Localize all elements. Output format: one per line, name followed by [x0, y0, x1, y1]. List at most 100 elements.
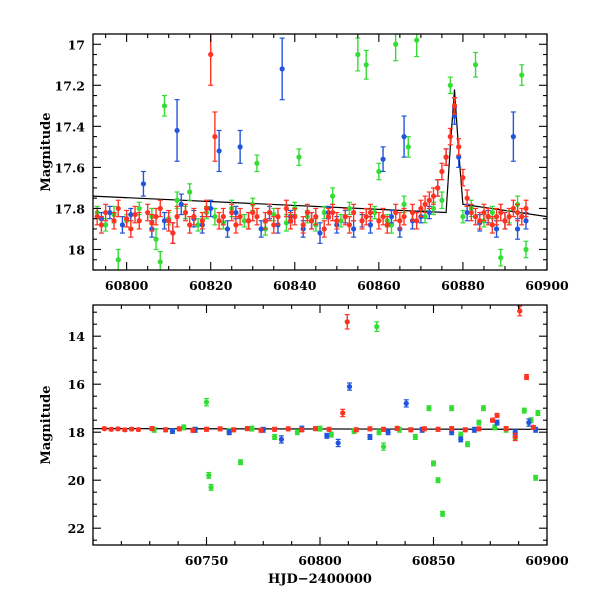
red-data-point [275, 207, 281, 226]
red-data-point [245, 211, 252, 230]
red-data-point [149, 213, 155, 232]
green-marker [472, 62, 479, 68]
red-data-point [394, 425, 400, 431]
red-marker [363, 214, 369, 220]
red-marker [212, 134, 218, 140]
green-marker [237, 459, 244, 465]
red-marker [229, 209, 235, 216]
red-marker [408, 427, 414, 433]
green-marker [412, 434, 418, 440]
red-marker [94, 214, 100, 220]
green-data-point [181, 424, 187, 431]
red-data-point [418, 199, 424, 218]
green-marker [476, 420, 482, 426]
red-marker [149, 220, 155, 226]
red-marker [124, 216, 130, 222]
x-tick-label: 60900 [525, 553, 569, 568]
red-marker [182, 209, 189, 216]
plot-frame [92, 33, 548, 271]
red-marker [321, 226, 327, 232]
red-marker [191, 214, 197, 220]
green-marker [187, 189, 193, 195]
green-data-point [489, 205, 495, 220]
red-marker [401, 214, 407, 220]
blue-marker [140, 181, 147, 187]
green-data-point [174, 191, 180, 210]
green-data-point [412, 434, 418, 440]
red-data-point [283, 199, 289, 218]
green-data-point [338, 213, 344, 228]
red-data-point [199, 211, 205, 230]
red-data-point [530, 424, 536, 430]
green-data-point [328, 431, 334, 438]
green-marker [161, 103, 168, 109]
green-marker [480, 405, 487, 411]
blue-data-point [278, 435, 285, 444]
red-data-point [262, 211, 268, 230]
green-marker [401, 201, 407, 207]
y-tick-label: 17.2 [55, 78, 85, 93]
red-data-point [166, 209, 172, 232]
red-marker [384, 222, 390, 228]
red-marker [523, 205, 529, 212]
blue-marker [401, 134, 407, 140]
red-marker [494, 412, 500, 418]
red-marker [149, 426, 155, 432]
red-data-point [128, 426, 135, 432]
green-data-point [449, 405, 455, 412]
blue-data-point [224, 220, 231, 238]
green-marker [460, 214, 466, 220]
blue-marker [178, 201, 184, 207]
blue-data-point [174, 99, 180, 162]
red-data-point [447, 127, 453, 146]
blue-data-point [385, 429, 391, 436]
green-data-point [157, 250, 163, 270]
red-marker [503, 426, 509, 432]
green-data-point [426, 405, 432, 412]
red-data-point [489, 216, 495, 234]
red-data-point [502, 211, 508, 230]
green-marker [153, 236, 159, 242]
red-marker [346, 222, 353, 228]
red-data-point [414, 211, 420, 230]
red-marker [199, 218, 205, 224]
green-marker [212, 214, 218, 220]
red-marker [325, 214, 332, 220]
red-data-point [346, 216, 353, 234]
green-data-point [212, 207, 218, 226]
red-marker [367, 426, 373, 432]
red-marker [397, 218, 403, 224]
red-marker [237, 214, 243, 220]
green-marker [174, 197, 180, 203]
blue-marker [317, 230, 323, 236]
red-marker [451, 103, 458, 109]
red-marker [101, 426, 107, 432]
red-marker [245, 218, 252, 224]
red-marker [498, 209, 504, 216]
red-data-point [203, 199, 210, 218]
red-marker [266, 209, 273, 216]
red-marker [153, 214, 159, 220]
blue-marker [388, 214, 395, 220]
y-axis-label: Magnitude [39, 385, 54, 464]
red-marker [514, 209, 521, 216]
red-marker [435, 426, 441, 432]
red-data-point [351, 203, 357, 222]
red-data-point [208, 34, 214, 86]
green-marker [388, 222, 395, 228]
red-data-point [250, 203, 256, 222]
green-data-point [374, 321, 380, 332]
red-data-point [464, 189, 470, 207]
red-data-point [272, 426, 278, 432]
green-marker [492, 424, 498, 430]
red-data-point [115, 426, 121, 432]
red-data-point [408, 427, 414, 433]
red-data-point [254, 207, 260, 226]
green-marker [405, 144, 411, 150]
red-data-point [510, 199, 516, 218]
red-data-point [380, 207, 386, 226]
green-marker [376, 168, 382, 175]
blue-marker [367, 222, 374, 228]
red-marker [233, 222, 239, 228]
red-marker [244, 426, 250, 432]
